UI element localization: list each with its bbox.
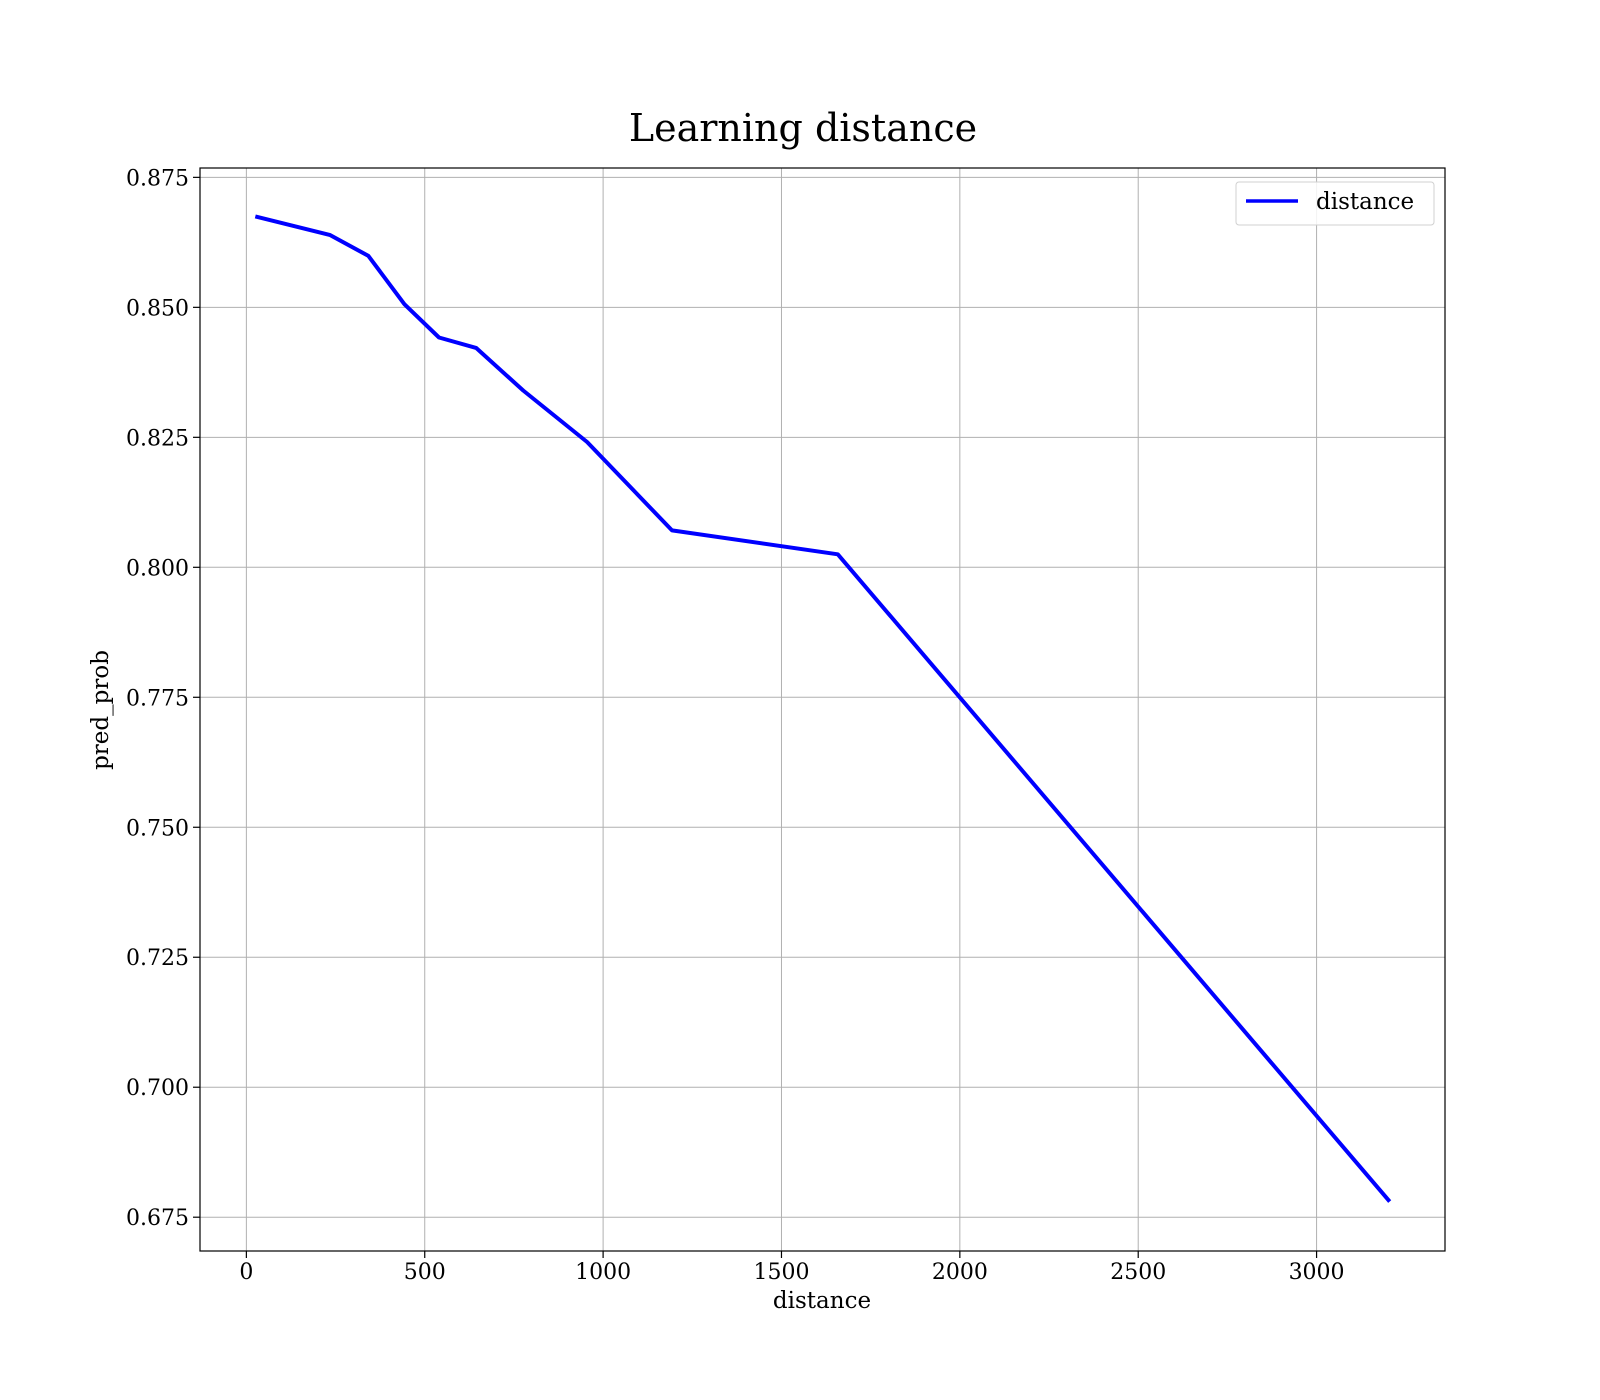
plot-frame <box>199 167 1446 1252</box>
legend-box <box>1235 181 1435 226</box>
chart-title: Learning distance <box>629 106 977 150</box>
legend: distance <box>1235 181 1435 226</box>
x-tick-label: 1000 <box>575 1260 631 1285</box>
x-tick-label: 1500 <box>753 1260 809 1285</box>
x-tick-label: 3000 <box>1289 1260 1345 1285</box>
y-tick-label: 0.875 <box>126 166 189 191</box>
y-tick-label: 0.775 <box>126 686 189 711</box>
y-tick-label: 0.750 <box>126 816 189 841</box>
y-tick-label: 0.825 <box>126 426 189 451</box>
y-tick-label: 0.800 <box>126 556 189 581</box>
y-tick-label: 0.700 <box>126 1076 189 1101</box>
axis-ticks: 0 500 1000 1500 2000 2500 3000 0.675 0.700 0.725 0… <box>126 166 1345 1285</box>
x-tick-label: 0 <box>239 1260 253 1285</box>
series-layer <box>254 214 1392 1203</box>
y-tick-label: 0.675 <box>126 1206 189 1231</box>
y-axis-title: pred_prob <box>88 650 114 770</box>
series-line-distance <box>254 214 1392 1203</box>
x-tick-label: 2500 <box>1110 1260 1166 1285</box>
x-axis-title: distance <box>773 1288 871 1314</box>
x-tick-label: 2000 <box>932 1260 988 1285</box>
x-tick-label: 500 <box>404 1260 446 1285</box>
grid-lines <box>200 168 1445 1251</box>
y-tick-label: 0.850 <box>126 296 189 321</box>
y-tick-label: 0.725 <box>126 946 189 971</box>
legend-label: distance <box>1316 189 1414 215</box>
